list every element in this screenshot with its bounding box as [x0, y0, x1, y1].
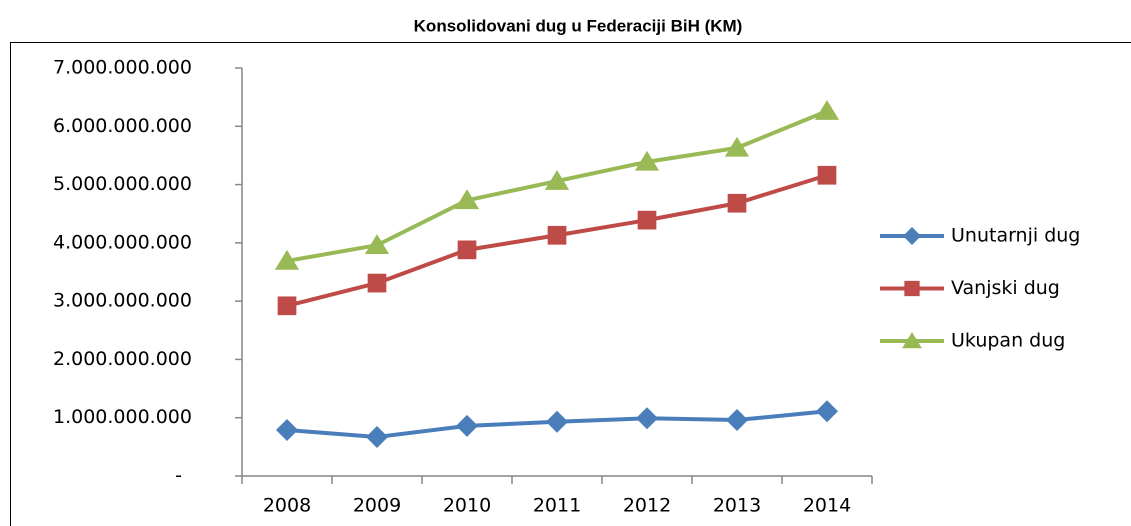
- legend-label: Unutarnji dug: [951, 225, 1080, 247]
- marker: [277, 296, 297, 316]
- x-tick-label: 2013: [713, 495, 761, 517]
- y-tick-label: 5.000.000.000: [53, 173, 192, 195]
- chart-frame: [10, 42, 1131, 526]
- x-tick-label: 2008: [263, 495, 311, 517]
- legend-marker: [903, 227, 921, 245]
- marker: [544, 170, 570, 190]
- y-tick-label: 4.000.000.000: [53, 231, 192, 253]
- marker: [726, 409, 748, 432]
- x-tick-label: 2010: [443, 495, 491, 517]
- marker: [366, 425, 388, 448]
- y-tick-label: 1.000.000.000: [53, 406, 192, 428]
- marker: [817, 165, 837, 185]
- marker: [634, 150, 660, 171]
- marker: [276, 418, 298, 441]
- marker: [816, 400, 838, 423]
- y-tick-label: 7.000.000.000: [53, 57, 192, 79]
- x-tick-label: 2014: [803, 495, 851, 517]
- x-tick-label: 2012: [623, 495, 671, 517]
- marker: [727, 193, 747, 213]
- marker: [456, 414, 478, 437]
- y-tick-label: -: [175, 465, 182, 487]
- marker: [724, 136, 750, 157]
- legend-label: Ukupan dug: [951, 330, 1065, 352]
- marker: [274, 249, 300, 270]
- x-tick-label: 2009: [353, 495, 401, 517]
- marker: [637, 210, 657, 230]
- marker: [636, 407, 658, 430]
- legend-marker: [902, 332, 922, 349]
- marker: [367, 273, 387, 293]
- marker: [454, 189, 480, 210]
- y-tick-label: 3.000.000.000: [53, 290, 192, 312]
- marker: [457, 240, 477, 260]
- x-tick-label: 2011: [533, 495, 581, 517]
- y-tick-label: 2.000.000.000: [53, 348, 192, 370]
- marker: [546, 410, 568, 433]
- legend-label: Vanjski dug: [951, 277, 1060, 299]
- chart-title: Konsolidovani dug u Federaciji BiH (KM): [414, 16, 743, 35]
- marker: [547, 225, 567, 245]
- y-tick-label: 6.000.000.000: [53, 115, 192, 137]
- legend-marker: [904, 280, 920, 297]
- marker: [364, 234, 390, 254]
- marker: [814, 100, 840, 120]
